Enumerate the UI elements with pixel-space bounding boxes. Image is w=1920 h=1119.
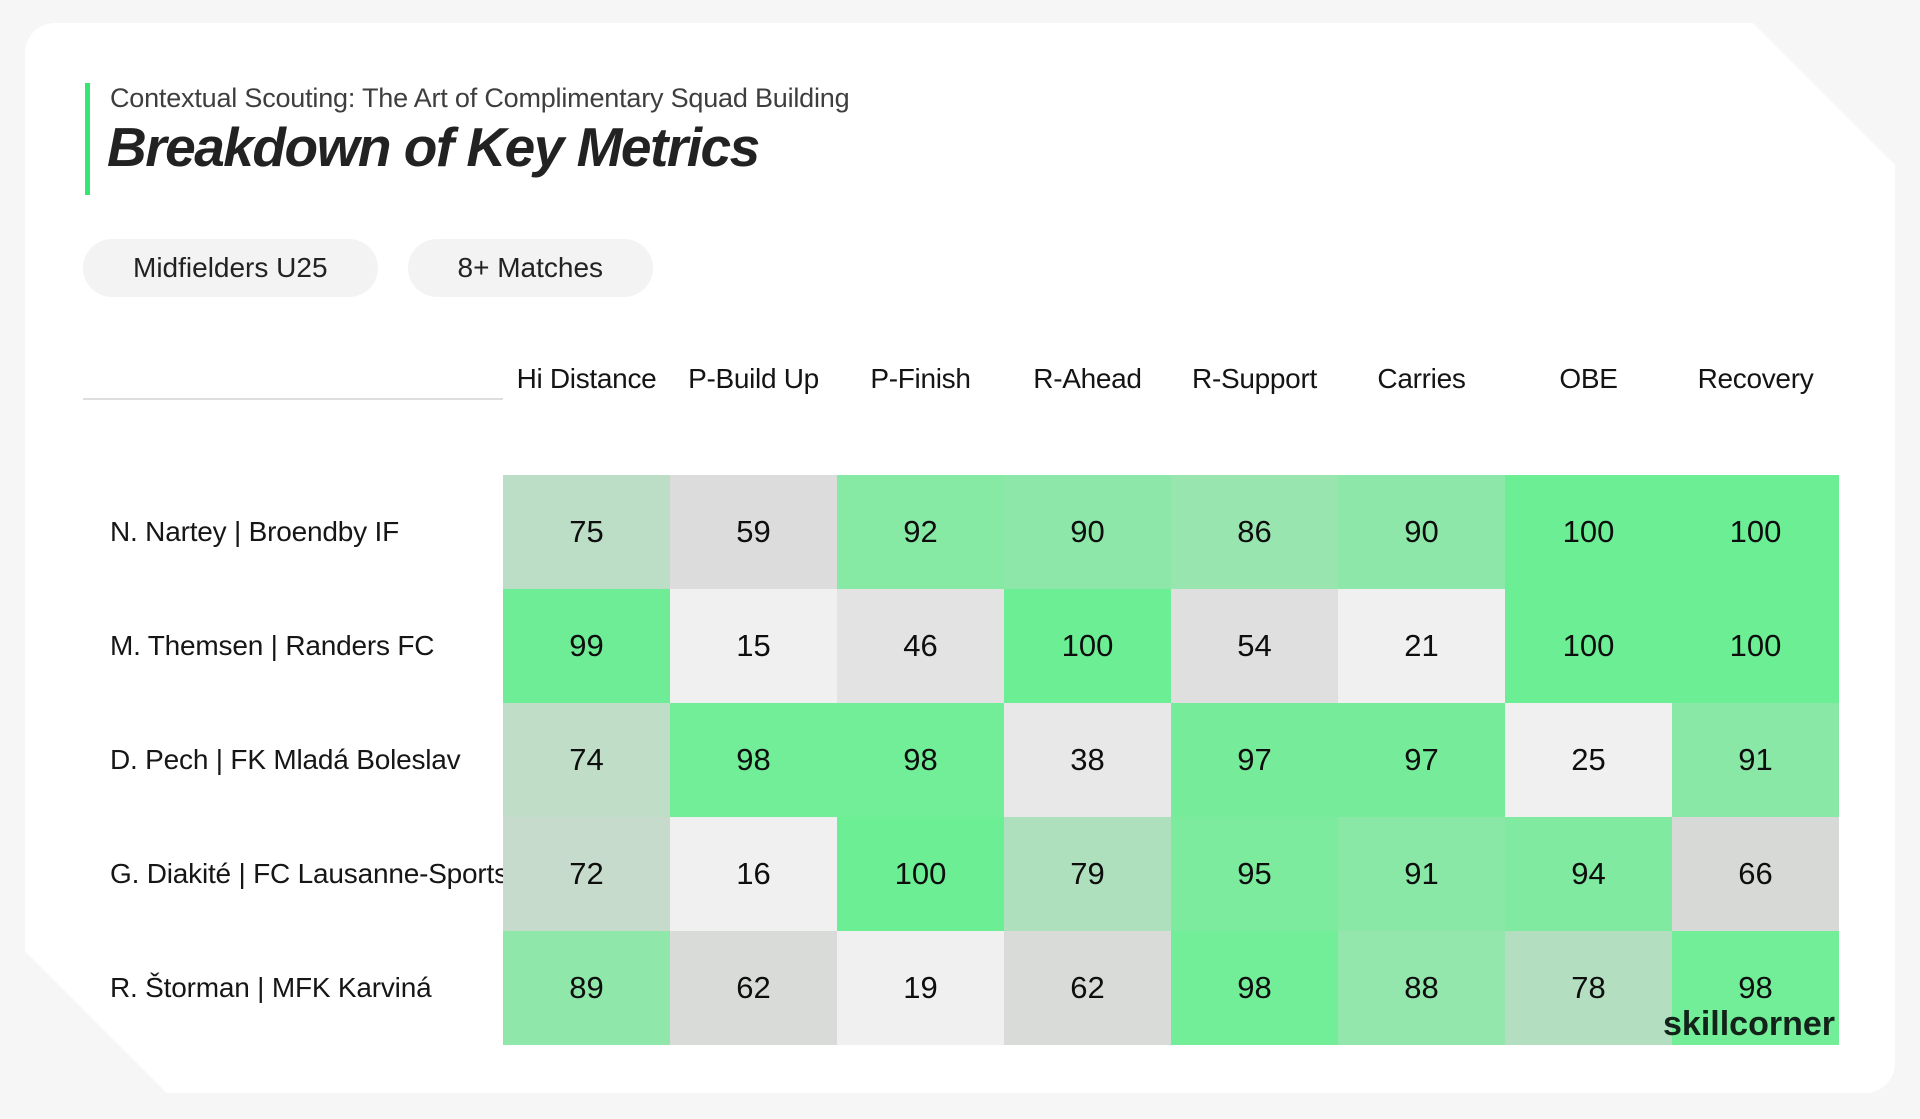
filter-badges: Midfielders U25 8+ Matches: [83, 239, 653, 297]
column-header-3: R-Ahead: [1033, 363, 1142, 394]
column-header-0: Hi Distance: [516, 363, 657, 394]
heatmap-cell-r1-c4: 54: [1171, 589, 1338, 703]
heatmap-cell-r3-c0: 72: [503, 817, 670, 931]
heatmap-cell-r3-c1: 16: [670, 817, 837, 931]
heatmap-cell-r2-c3: 38: [1004, 703, 1171, 817]
heatmap-cell-r1-c3: 100: [1004, 589, 1171, 703]
heatmap-cell-r2-c5: 97: [1338, 703, 1505, 817]
heatmap-cell-r2-c4: 97: [1171, 703, 1338, 817]
heatmap-cell-r2-c1: 98: [670, 703, 837, 817]
heatmap-cell-r0-c7: 100: [1672, 475, 1839, 589]
heatmap-cell-r0-c5: 90: [1338, 475, 1505, 589]
heatmap-cell-r4-c3: 62: [1004, 931, 1171, 1045]
heatmap-cell-r1-c0: 99: [503, 589, 670, 703]
heatmap-cell-r4-c0: 89: [503, 931, 670, 1045]
heatmap-cell-r0-c4: 86: [1171, 475, 1338, 589]
heatmap-cell-r2-c6: 25: [1505, 703, 1672, 817]
heatmap-cell-r0-c0: 75: [503, 475, 670, 589]
heatmap-cell-r1-c6: 100: [1505, 589, 1672, 703]
filter-badge-1: 8+ Matches: [408, 239, 654, 297]
heatmap-cell-r0-c2: 92: [837, 475, 1004, 589]
column-header-1: P-Build Up: [688, 363, 819, 394]
heatmap-cell-r3-c2: 100: [837, 817, 1004, 931]
row-label-3: G. Diakité | FC Lausanne-Sports: [83, 817, 503, 931]
heatmap-cell-r0-c1: 59: [670, 475, 837, 589]
column-header-2: P-Finish: [870, 363, 971, 394]
row-label-1: M. Themsen | Randers FC: [83, 589, 503, 703]
heatmap-cell-r2-c0: 74: [503, 703, 670, 817]
column-header-5: Carries: [1377, 363, 1466, 394]
title-accent-bar: [85, 83, 90, 195]
heatmap-cell-r1-c7: 100: [1672, 589, 1839, 703]
heatmap-cell-r3-c4: 95: [1171, 817, 1338, 931]
header-divider: [83, 361, 503, 400]
heatmap-cell-r1-c1: 15: [670, 589, 837, 703]
heatmap-cell-r4-c2: 19: [837, 931, 1004, 1045]
heatmap-cell-r3-c5: 91: [1338, 817, 1505, 931]
column-header-7: Recovery: [1697, 363, 1814, 394]
heatmap-cell-r2-c2: 98: [837, 703, 1004, 817]
heatmap-cell-r3-c3: 79: [1004, 817, 1171, 931]
skillcorner-logo: skillcorner: [1663, 1005, 1835, 1043]
row-label-4: R. Štorman | MFK Karviná: [83, 931, 503, 1045]
column-header-6: OBE: [1559, 363, 1618, 394]
heatmap-cell-r1-c2: 46: [837, 589, 1004, 703]
row-label-0: N. Nartey | Broendby IF: [83, 475, 503, 589]
heatmap-cell-r3-c6: 94: [1505, 817, 1672, 931]
heatmap-cell-r4-c7: 98: [1672, 931, 1839, 1045]
heatmap-cell-r4-c1: 62: [670, 931, 837, 1045]
report-card: Contextual Scouting: The Art of Complime…: [25, 23, 1895, 1093]
heatmap-cell-r3-c7: 66: [1672, 817, 1839, 931]
metrics-heatmap: Hi Distance P-Build Up P-Finish R-Ahead R-Su…: [83, 361, 1839, 1045]
heatmap-cell-r2-c7: 91: [1672, 703, 1839, 817]
report-subtitle: Contextual Scouting: The Art of Complime…: [110, 83, 850, 113]
heatmap-cell-r4-c5: 88: [1338, 931, 1505, 1045]
page-title: Breakdown of Key Metrics: [107, 116, 759, 178]
heatmap-cell-r4-c6: 78: [1505, 931, 1672, 1045]
heatmap-cell-r1-c5: 21: [1338, 589, 1505, 703]
heatmap-cell-r4-c4: 98: [1171, 931, 1338, 1045]
heatmap-cell-r0-c3: 90: [1004, 475, 1171, 589]
column-header-4: R-Support: [1192, 363, 1317, 394]
filter-badge-0: Midfielders U25: [83, 239, 378, 297]
heatmap-cell-r0-c6: 100: [1505, 475, 1672, 589]
row-label-2: D. Pech | FK Mladá Boleslav: [83, 703, 503, 817]
